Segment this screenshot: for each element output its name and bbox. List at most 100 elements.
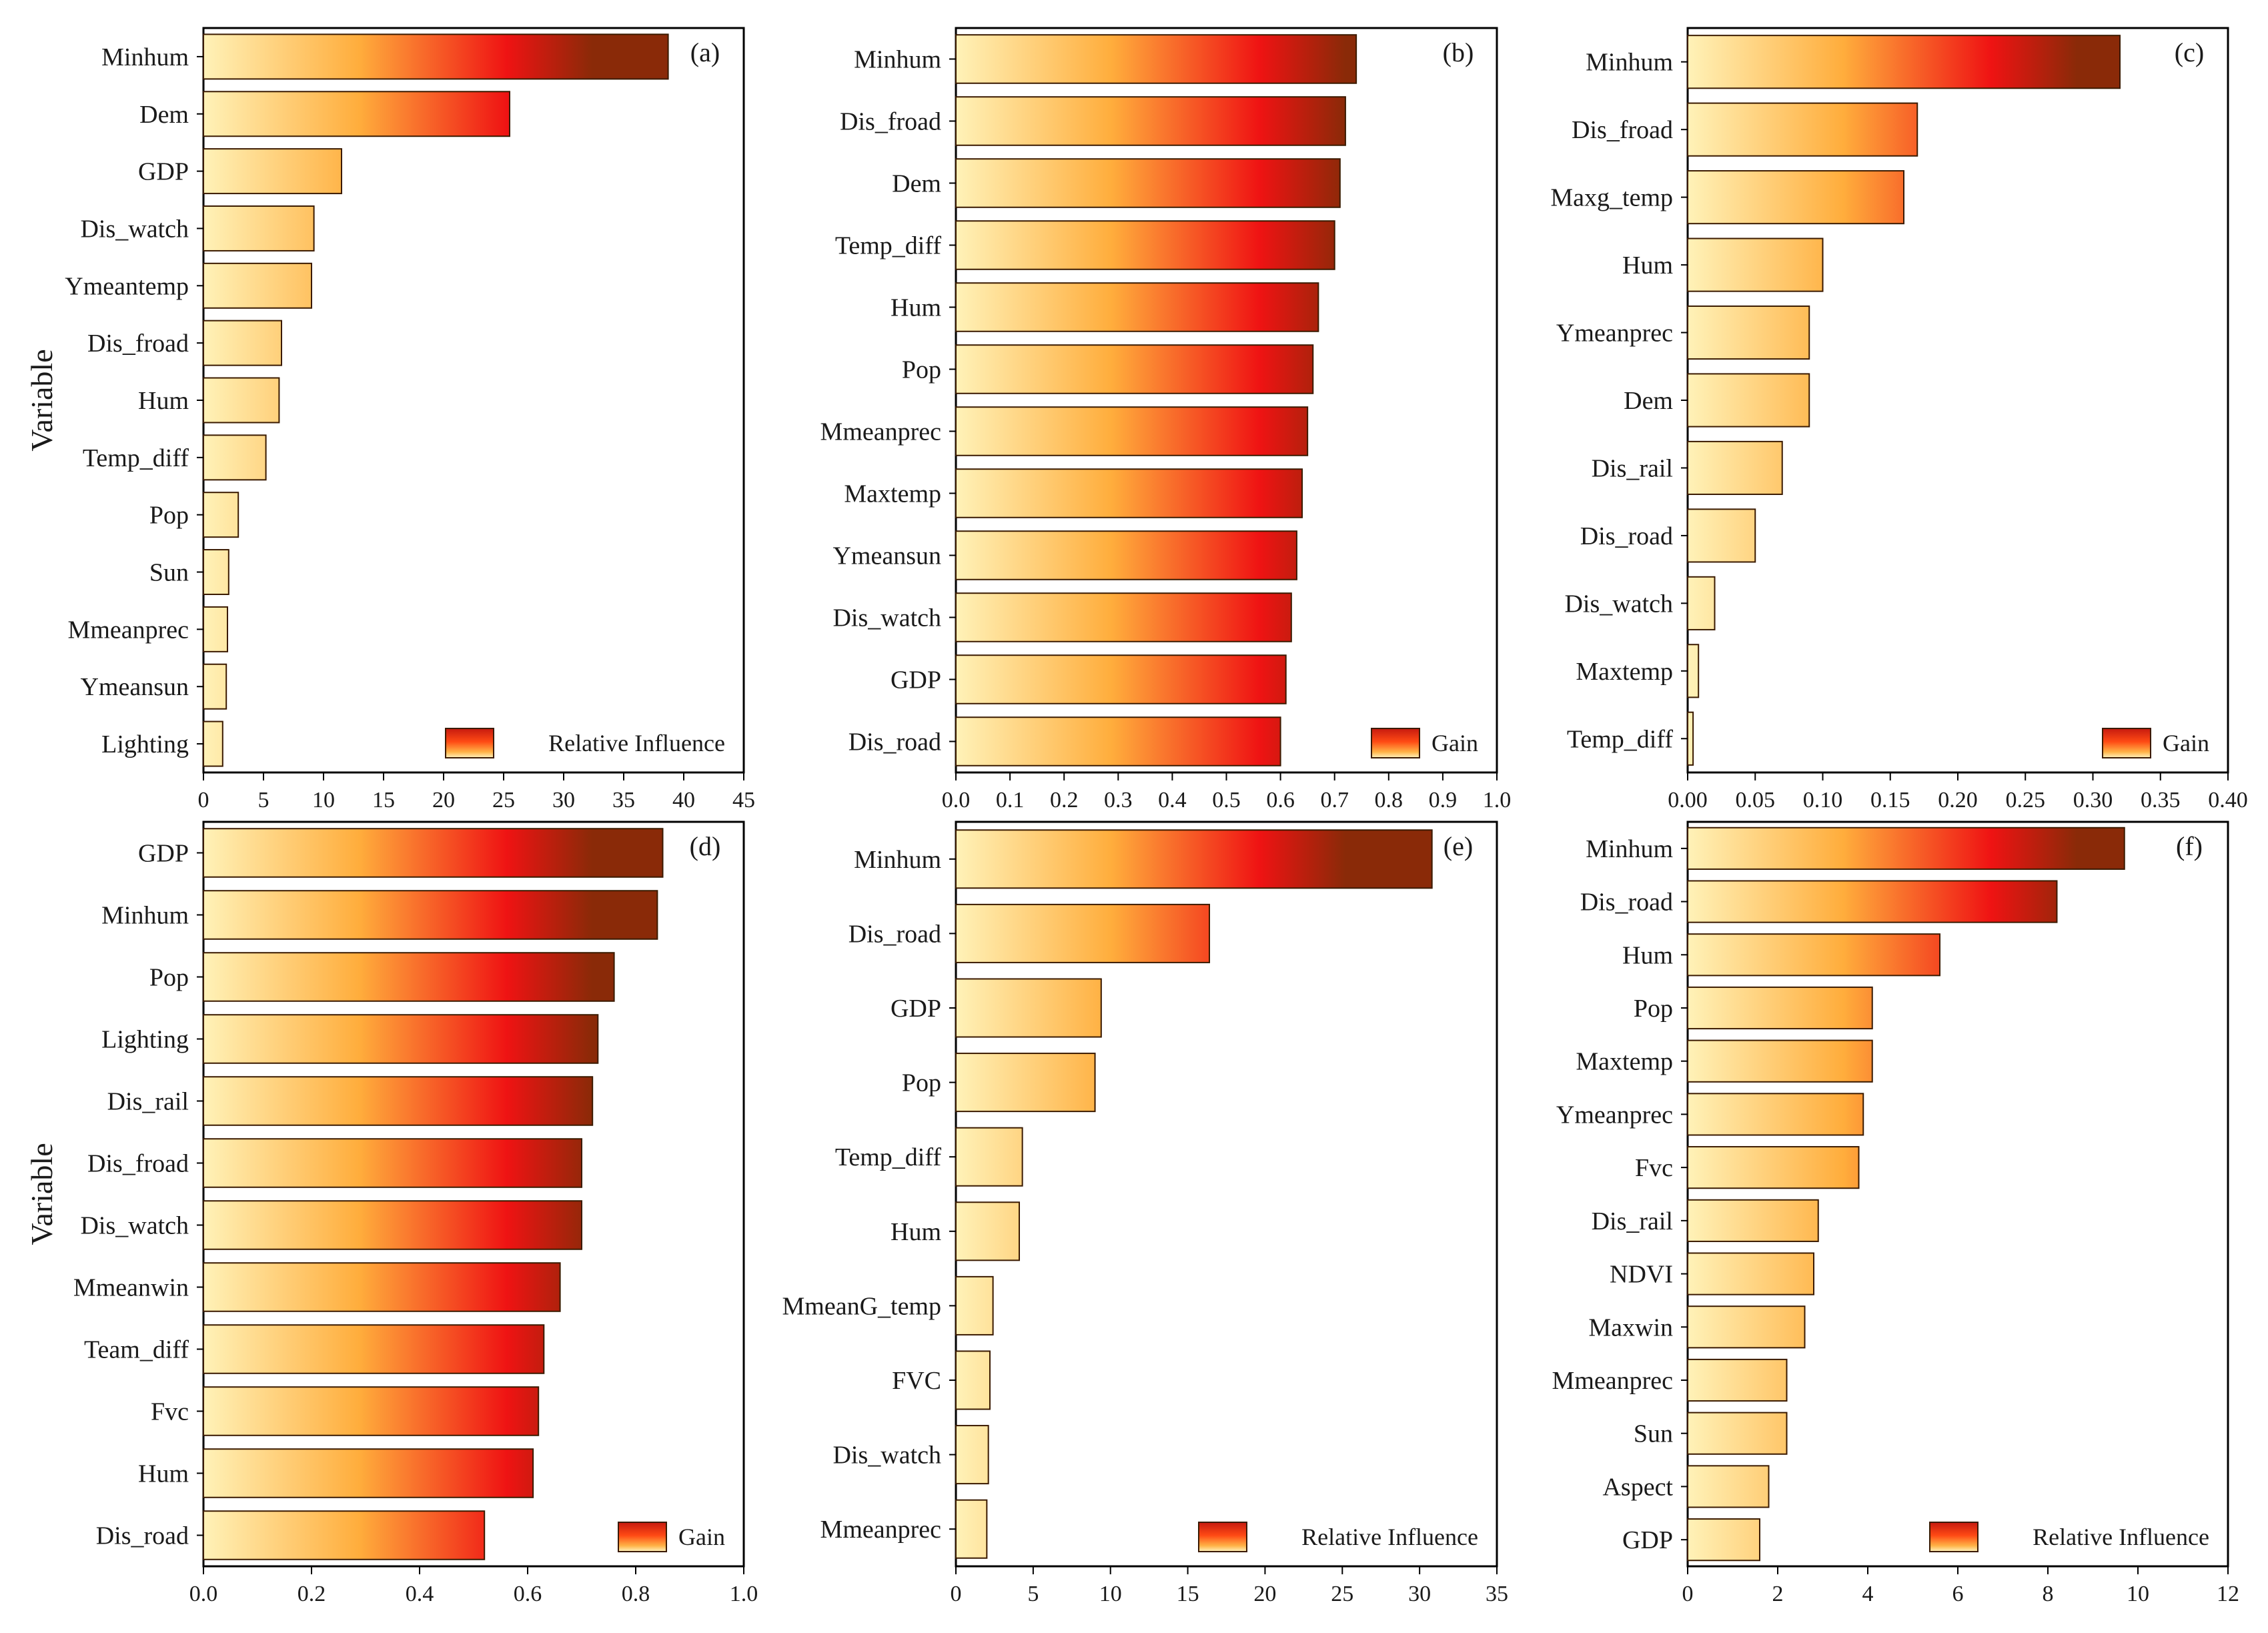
category-label: Maxg_temp bbox=[1550, 184, 1673, 212]
x-tick-label: 10 bbox=[1099, 1582, 1122, 1606]
category-label: Dis_road bbox=[848, 728, 941, 756]
panel-tag: (c) bbox=[2175, 37, 2204, 67]
bar-Dis_froad bbox=[1687, 102, 1918, 157]
x-tick-label: 0.40 bbox=[2208, 788, 2248, 812]
bar-Dis_watch bbox=[203, 205, 315, 251]
x-tick-label: 0.8 bbox=[1375, 788, 1403, 812]
x-tick-label: 0.05 bbox=[1736, 788, 1776, 812]
x-tick-label: 0.35 bbox=[2141, 788, 2181, 812]
bar-Ymeanprec bbox=[1687, 305, 1810, 360]
bar-Dis_road bbox=[1687, 508, 1756, 563]
bar-Hum bbox=[1687, 933, 1940, 977]
category-label: Temp_diff bbox=[1567, 725, 1674, 753]
bar-Hum bbox=[203, 1448, 534, 1498]
legend-swatch bbox=[1371, 728, 1420, 758]
bar-Pop bbox=[203, 492, 239, 538]
x-tick-label: 0.0 bbox=[189, 1582, 218, 1606]
bar-GDP bbox=[203, 148, 342, 195]
panels-group: Minhum Dem GDP Dis_watch Ymeantemp Dis_froad H… bbox=[25, 27, 2248, 1606]
bar-Maxtemp bbox=[1687, 644, 1700, 698]
category-label: Dis_froad bbox=[1572, 116, 1673, 144]
bar-Minhum bbox=[1687, 35, 2121, 89]
x-tick-label: 0.8 bbox=[622, 1582, 650, 1606]
chart-panel-c: Minhum Dis_froad Maxg_temp Hum Ymeanprec Dem D… bbox=[1550, 27, 2248, 812]
category-label: Maxtemp bbox=[844, 480, 941, 508]
category-label: FVC bbox=[892, 1367, 941, 1395]
legend-label: Gain bbox=[2163, 730, 2209, 756]
x-tick-label: 6 bbox=[1952, 1582, 1964, 1606]
legend-swatch bbox=[445, 728, 494, 758]
category-label: Pop bbox=[902, 356, 941, 384]
category-label: Minhum bbox=[1586, 49, 1673, 77]
category-label: Mmeanprec bbox=[68, 616, 189, 644]
category-label: Team_diff bbox=[84, 1336, 189, 1364]
x-tick-label: 5 bbox=[1027, 1582, 1039, 1606]
bar-Pop bbox=[1687, 986, 1873, 1030]
y-axis-title: Variable bbox=[25, 1143, 59, 1245]
category-label: GDP bbox=[1622, 1526, 1673, 1554]
x-tick-label: 15 bbox=[372, 788, 395, 812]
category-label: Aspect bbox=[1602, 1473, 1673, 1501]
category-label: Dis_road bbox=[96, 1522, 189, 1550]
bar-Pop bbox=[955, 344, 1314, 394]
category-label: Ymeanprec bbox=[1556, 1101, 1673, 1129]
bar-Minhum bbox=[1687, 827, 2125, 870]
x-tick-label: 0.30 bbox=[2073, 788, 2113, 812]
panel-tag: (a) bbox=[690, 37, 720, 67]
legend-swatch bbox=[618, 1522, 667, 1552]
x-tick-label: 0 bbox=[1682, 1582, 1694, 1606]
legend-swatch bbox=[1929, 1522, 1978, 1552]
x-tick-label: 1.0 bbox=[730, 1582, 758, 1606]
bar-Dis_watch bbox=[1687, 576, 1716, 630]
category-label: Dis_watch bbox=[80, 1212, 189, 1240]
bar-Hum bbox=[203, 377, 280, 424]
x-tick-label: 0.6 bbox=[514, 1582, 542, 1606]
category-label: Pop bbox=[1634, 995, 1673, 1023]
chart-panel-b: Minhum Dis_froad Dem Temp_diff Hum Pop Mmeanpr… bbox=[820, 27, 1511, 812]
x-tick-label: 35 bbox=[612, 788, 635, 812]
category-label: Dis_froad bbox=[840, 108, 941, 136]
category-label: Minhum bbox=[854, 46, 941, 74]
x-tick-label: 0.7 bbox=[1320, 788, 1349, 812]
category-label: Hum bbox=[1622, 251, 1673, 280]
bar-Pop bbox=[203, 952, 615, 1002]
category-label: Pop bbox=[149, 964, 189, 992]
bar-Dis_froad bbox=[955, 96, 1346, 146]
category-label: Hum bbox=[891, 1218, 941, 1246]
category-label: Temp_diff bbox=[83, 444, 189, 472]
bar-Sun bbox=[203, 549, 229, 596]
bar-Dis_rail bbox=[203, 1076, 594, 1126]
bar-Maxg_temp bbox=[1687, 170, 1904, 225]
x-tick-label: 45 bbox=[732, 788, 755, 812]
category-label: Maxtemp bbox=[1576, 1048, 1673, 1076]
category-label: Dis_watch bbox=[1564, 590, 1673, 618]
x-tick-label: 0.3 bbox=[1104, 788, 1133, 812]
x-tick-label: 25 bbox=[1331, 1582, 1353, 1606]
x-tick-label: 2 bbox=[1772, 1582, 1784, 1606]
bar-Dis_road bbox=[955, 716, 1281, 766]
category-label: GDP bbox=[891, 995, 941, 1023]
bar-Minhum bbox=[203, 890, 658, 940]
category-label: GDP bbox=[138, 158, 189, 186]
bar-Ymeanprec bbox=[1687, 1093, 1864, 1136]
bar-Lighting bbox=[203, 720, 223, 767]
bar-FVC bbox=[955, 1350, 991, 1410]
bar-MmeanG_temp bbox=[955, 1275, 994, 1335]
category-label: Hum bbox=[1622, 941, 1673, 969]
x-tick-label: 0.2 bbox=[298, 1582, 326, 1606]
category-label: Dis_rail bbox=[107, 1088, 189, 1116]
panel-tag: (d) bbox=[690, 831, 721, 861]
x-tick-label: 0.25 bbox=[2006, 788, 2046, 812]
x-tick-label: 10 bbox=[2127, 1582, 2149, 1606]
category-label: Hum bbox=[891, 294, 941, 322]
category-label: Dis_road bbox=[1580, 522, 1673, 550]
x-tick-label: 20 bbox=[1253, 1582, 1276, 1606]
category-label: Temp_diff bbox=[835, 232, 942, 260]
panel-tag: (b) bbox=[1443, 37, 1474, 67]
x-tick-label: 0.10 bbox=[1803, 788, 1843, 812]
category-label: Dis_watch bbox=[832, 604, 941, 632]
x-tick-label: 0.4 bbox=[1158, 788, 1187, 812]
x-tick-label: 0.4 bbox=[406, 1582, 434, 1606]
bar-Team_diff bbox=[203, 1324, 545, 1374]
legend-label: Gain bbox=[678, 1524, 725, 1550]
